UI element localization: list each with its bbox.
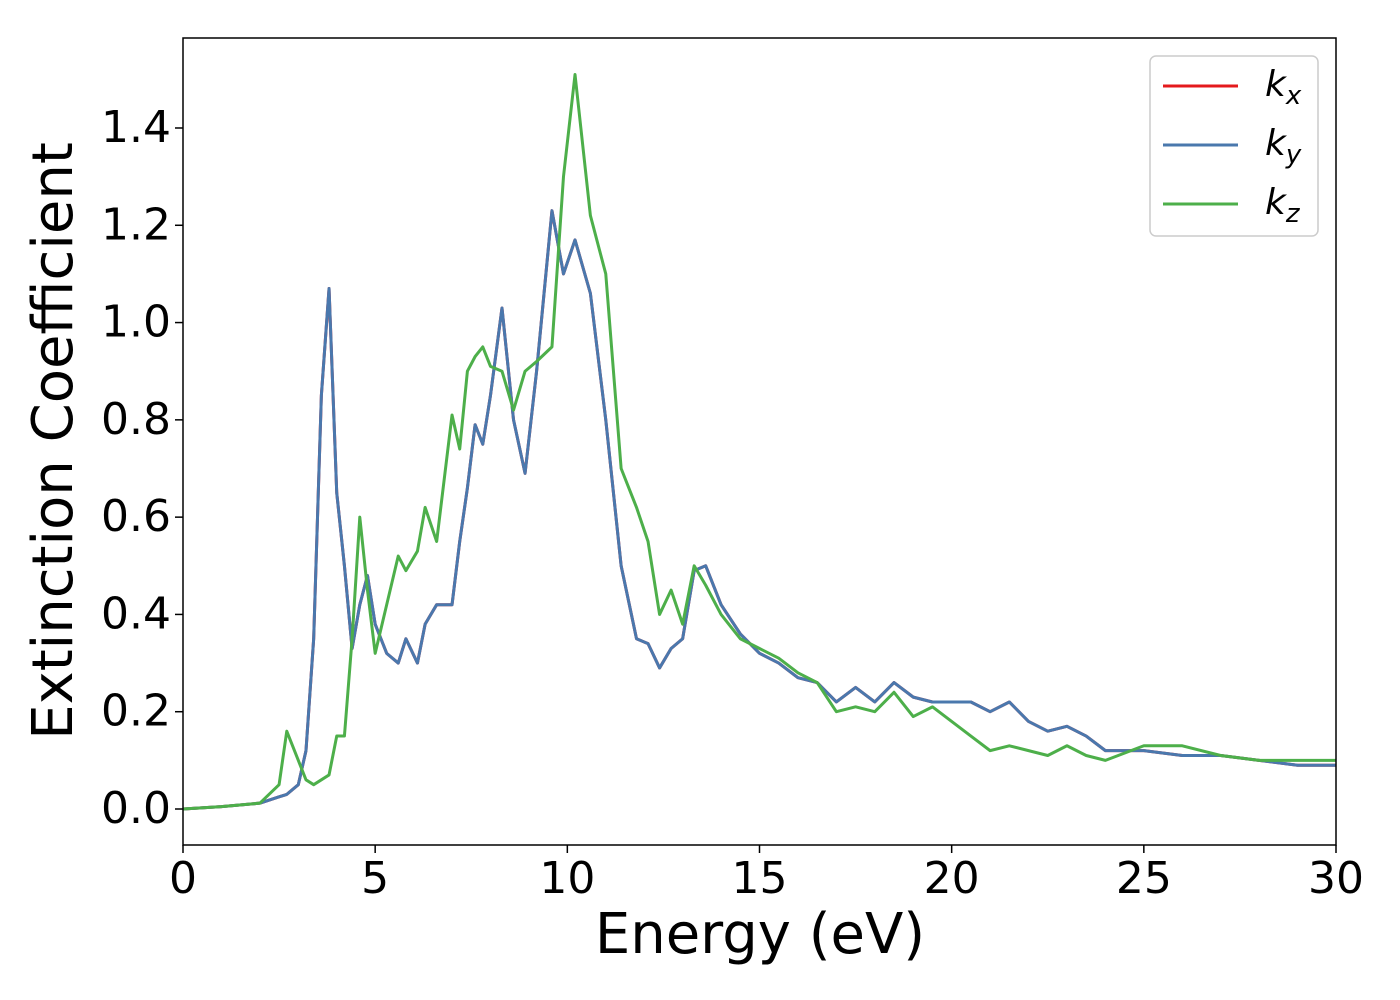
- y-tick-label: 1.2: [101, 199, 171, 250]
- y-tick-label: 0.0: [101, 783, 171, 834]
- y-tick-label: 0.8: [101, 394, 171, 445]
- y-tick-label: 1.4: [101, 102, 171, 153]
- x-tick-label: 0: [169, 853, 197, 904]
- x-tick-label: 30: [1308, 853, 1364, 904]
- x-axis-label: Energy (eV): [595, 902, 925, 967]
- y-axis-label: Extinction Coefficient: [21, 142, 86, 740]
- legend-label: kx: [1265, 64, 1302, 111]
- y-tick-label: 0.2: [101, 686, 171, 737]
- y-tick-label: 0.4: [101, 588, 171, 639]
- x-tick-label: 10: [539, 853, 595, 904]
- data-line: [183, 209, 1336, 811]
- y-tick-label: 0.6: [101, 491, 171, 542]
- legend-label: kz: [1265, 182, 1301, 229]
- x-tick-label: 5: [361, 853, 389, 904]
- legend-label: ky: [1265, 123, 1302, 170]
- x-tick-label: 25: [1116, 853, 1172, 904]
- data-line: [183, 209, 1336, 811]
- x-tick-label: 15: [732, 853, 788, 904]
- data-line: [183, 72, 1336, 811]
- y-tick-label: 1.0: [101, 297, 171, 348]
- plot-frame: [182, 37, 1337, 846]
- x-tick-label: 20: [924, 853, 980, 904]
